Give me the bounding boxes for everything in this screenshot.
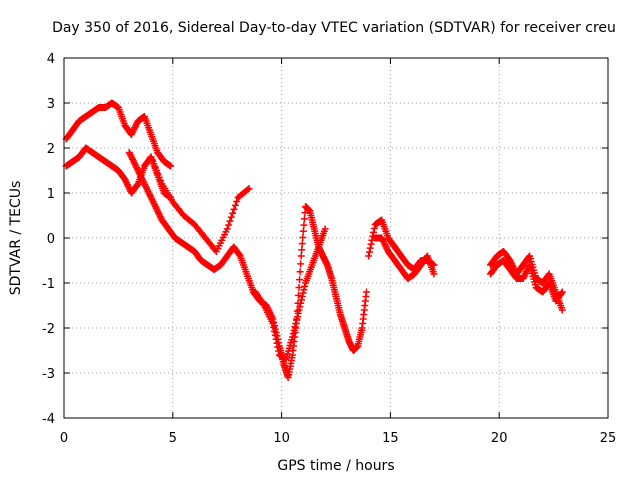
y-tick-label: 1 xyxy=(47,187,55,202)
data-point xyxy=(134,113,148,125)
data-point xyxy=(251,288,267,308)
data-point xyxy=(378,216,391,240)
x-tick-label: 10 xyxy=(273,431,290,446)
series-band-upper xyxy=(62,99,175,170)
series-main xyxy=(125,149,370,381)
data-point xyxy=(332,293,344,316)
data-point xyxy=(365,224,378,260)
series-late xyxy=(486,248,566,314)
chart-title: Day 350 of 2016, Sidereal Day-to-day VTE… xyxy=(52,20,616,36)
x-tick-label: 0 xyxy=(60,431,68,446)
x-tick-label: 5 xyxy=(169,431,177,446)
data-point xyxy=(341,324,353,344)
data-point xyxy=(269,320,283,355)
data-point xyxy=(210,262,224,273)
data-point xyxy=(430,270,438,278)
data-point xyxy=(158,180,175,204)
series-dip-lower xyxy=(251,225,329,363)
x-tick-label: 20 xyxy=(491,431,508,446)
grid-lines xyxy=(64,58,608,418)
data-point xyxy=(212,228,230,255)
data-point xyxy=(101,100,115,111)
x-axis-label: GPS time / hours xyxy=(277,458,394,474)
data-point xyxy=(164,225,178,241)
x-tick-label: 25 xyxy=(600,431,617,446)
series-recovery-lower xyxy=(371,234,438,282)
data-point xyxy=(558,306,566,314)
data-point xyxy=(151,203,165,222)
data-point xyxy=(282,336,296,363)
data-point xyxy=(423,252,437,276)
y-tick-labels: -4 -3 -2 -1 0 1 2 3 4 xyxy=(42,52,55,427)
series-mid-branch xyxy=(147,153,253,255)
data-point xyxy=(486,253,500,269)
data-point xyxy=(167,162,175,170)
data-point xyxy=(125,149,139,168)
data-point xyxy=(410,262,424,278)
y-tick-label: 2 xyxy=(47,142,55,157)
data-point xyxy=(245,185,253,192)
data-point xyxy=(178,239,191,250)
y-tick-label: -1 xyxy=(42,277,55,292)
x-tick-label: 15 xyxy=(382,431,399,446)
x-tick-labels: 0 5 10 15 20 25 xyxy=(60,431,616,446)
data-point xyxy=(308,245,322,269)
data-point xyxy=(552,289,565,305)
data-point xyxy=(141,113,154,136)
data-point xyxy=(500,248,513,263)
data-points xyxy=(62,99,566,381)
data-point xyxy=(302,263,315,287)
data-point xyxy=(321,225,329,233)
series-late-lower xyxy=(486,257,566,305)
y-tick-label: -2 xyxy=(42,322,55,337)
data-point xyxy=(234,186,252,201)
data-point xyxy=(293,260,305,323)
data-point xyxy=(297,209,309,260)
data-point xyxy=(217,253,230,269)
data-point xyxy=(358,293,370,332)
data-point xyxy=(191,248,204,263)
data-point xyxy=(127,119,141,138)
data-point xyxy=(69,118,82,134)
data-point xyxy=(558,288,566,296)
y-tick-label: 3 xyxy=(47,97,55,112)
data-point xyxy=(336,311,348,330)
data-point xyxy=(147,131,161,154)
data-point xyxy=(362,288,370,296)
data-point xyxy=(147,153,165,185)
data-point xyxy=(260,302,276,325)
y-tick-label: 4 xyxy=(47,52,55,67)
data-point xyxy=(354,326,366,350)
data-point xyxy=(378,234,391,254)
data-point xyxy=(114,104,128,127)
data-point xyxy=(328,275,339,298)
data-point xyxy=(500,257,513,272)
y-tick-label: -4 xyxy=(42,412,55,427)
data-point xyxy=(288,309,302,341)
data-point xyxy=(295,282,309,314)
data-point xyxy=(306,207,318,231)
y-tick-label: 0 xyxy=(47,232,55,247)
data-point xyxy=(323,261,335,281)
data-point xyxy=(82,109,95,120)
data-point xyxy=(236,252,250,276)
y-tick-label: -3 xyxy=(42,367,55,382)
data-point xyxy=(223,197,241,233)
data-point xyxy=(114,167,128,182)
data-point xyxy=(180,212,197,227)
data-point xyxy=(154,149,167,164)
axis-ticks xyxy=(63,57,609,419)
data-point xyxy=(62,127,76,143)
data-point xyxy=(506,266,520,281)
y-axis-label: SDTVAR / TECUs xyxy=(8,181,24,296)
data-point xyxy=(201,234,219,254)
data-point xyxy=(243,270,256,294)
